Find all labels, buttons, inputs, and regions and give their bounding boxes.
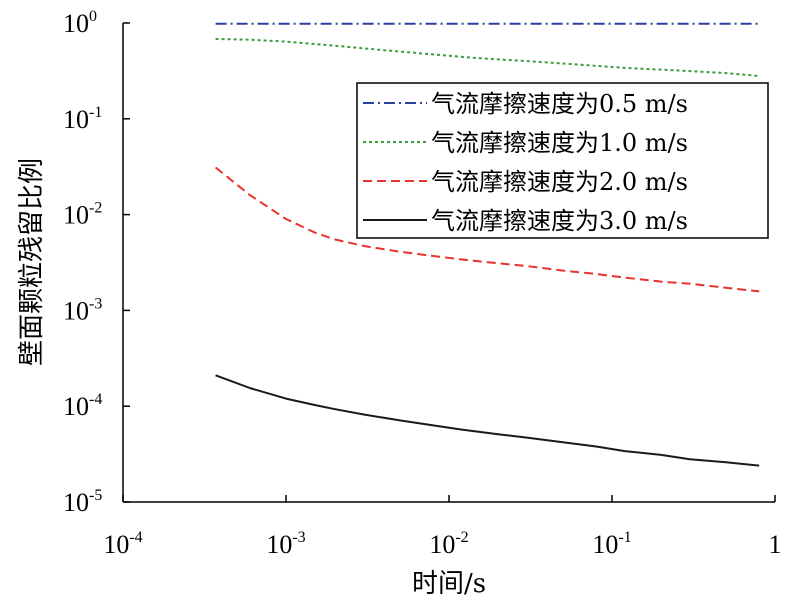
y-tick-label: 10-1 <box>63 104 102 134</box>
x-axis-title: 时间/s <box>412 569 486 599</box>
y-axis-title: 壁面颗粒残留比例 <box>17 158 47 366</box>
legend-label-2: 气流摩擦速度为1.0 m/s <box>431 129 688 157</box>
y-tick-label: 10-2 <box>63 200 102 230</box>
x-tick-label: 10-4 <box>103 529 142 559</box>
legend-items: 气流摩擦速度为0.5 m/s 气流摩擦速度为1.0 m/s 气流摩擦速度为2.0 m… <box>363 90 688 235</box>
y-tick-label: 100 <box>63 8 97 38</box>
legend-box <box>356 82 769 239</box>
series-lines <box>214 22 760 467</box>
x-tick-label: 10-1 <box>592 529 631 559</box>
y-tick-label: 10-3 <box>63 295 102 325</box>
series-line-4 <box>215 374 760 467</box>
x-tick-label: 1 <box>769 530 782 559</box>
x-tick-label: 10-2 <box>429 529 468 559</box>
series-line-2 <box>215 38 760 77</box>
y-tick-label: 10-5 <box>63 487 102 517</box>
legend-label-3: 气流摩擦速度为2.0 m/s <box>431 168 688 196</box>
x-ticks: 10-4 10-3 10-2 10-1 1 <box>103 495 782 559</box>
legend-label-4: 气流摩擦速度为3.0 m/s <box>431 207 688 235</box>
y-tick-label: 10-4 <box>63 391 102 421</box>
y-ticks: 100 10-1 10-2 10-3 10-4 10-5 <box>63 8 130 517</box>
legend: 气流摩擦速度为0.5 m/s 气流摩擦速度为1.0 m/s 气流摩擦速度为2.0 m… <box>356 82 769 239</box>
series-line-3 <box>214 166 760 293</box>
x-tick-label: 10-3 <box>266 529 305 559</box>
legend-label-1: 气流摩擦速度为0.5 m/s <box>431 90 688 118</box>
